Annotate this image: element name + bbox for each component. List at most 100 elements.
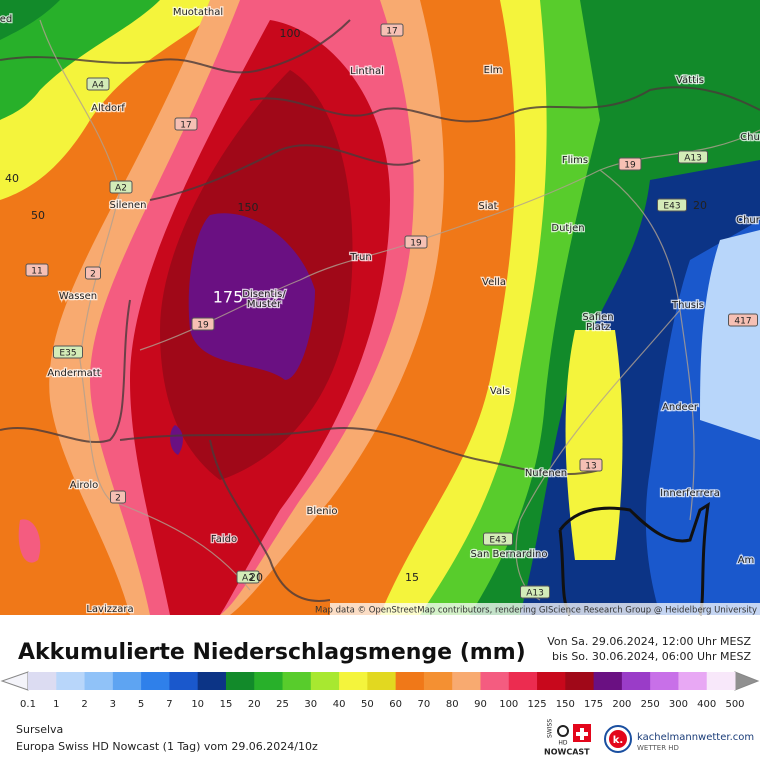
colorbar-label: 10 — [191, 699, 204, 710]
colorbar-label: 250 — [641, 699, 660, 710]
attribution: Map data © OpenStreetMap contributors, r… — [315, 606, 757, 616]
place-label: Blenio — [306, 506, 337, 517]
place-label: Vals — [490, 386, 510, 397]
colorbar-label: 300 — [669, 699, 688, 710]
colorbar-arrow-left — [0, 671, 29, 691]
place-label: Airolo — [70, 480, 99, 491]
place-label: Andeer — [662, 402, 699, 413]
place-label: ed — [0, 14, 12, 25]
logo-text: k. — [613, 735, 623, 746]
place-label: Andermatt — [47, 368, 100, 379]
colorbar-swatch — [56, 672, 86, 690]
attribution-bg — [330, 603, 760, 615]
colorbar-swatch — [395, 672, 425, 690]
colorbar-label: 80 — [446, 699, 459, 710]
place-label: Vella — [482, 277, 506, 288]
colorbar-swatch — [141, 672, 170, 690]
place-label: Trun — [349, 252, 371, 263]
contour-label: 20 — [693, 199, 707, 212]
road-shield — [85, 266, 101, 280]
logo-text: WETTER HD — [637, 744, 679, 752]
contour-label: 50 — [31, 209, 45, 222]
colorbar-swatch — [169, 672, 199, 690]
road-label: A13 — [526, 589, 544, 599]
contour-label: 175 — [213, 288, 244, 307]
contour-label: 20 — [249, 571, 263, 584]
road-shield — [109, 180, 133, 194]
place-label: Am — [738, 555, 755, 566]
place-label: Chur — [736, 215, 760, 226]
colorbar-swatch — [282, 672, 312, 690]
road-shield — [53, 345, 83, 359]
road-shield — [236, 570, 260, 584]
place-label: Thusis — [671, 300, 704, 311]
road-shield — [25, 263, 49, 277]
road-label: E35 — [59, 349, 76, 359]
road-shield — [174, 117, 198, 131]
colorbar-label: 100 — [499, 699, 518, 710]
colorbar-label: 5 — [138, 699, 144, 710]
road-label: A2 — [242, 574, 254, 584]
colorbar-label: 70 — [418, 699, 431, 710]
place-label: Elm — [484, 65, 503, 76]
contour-label: 100 — [280, 27, 301, 40]
colorbar-swatch — [423, 672, 453, 690]
place-label: Platz — [586, 322, 610, 333]
place-label: Safien — [582, 312, 613, 323]
road-shield — [380, 23, 404, 37]
colorbar-label: 40 — [333, 699, 346, 710]
place-label: Disentis/ — [242, 289, 286, 300]
place-label: Linthal — [350, 66, 384, 77]
place-label: Vättis — [676, 75, 704, 86]
colorbar: 0.1 1 2 3 5 7 10 15 20 25 30 40 50 60 70 80 90 100 125 150 1… — [0, 671, 760, 710]
place-label: Siat — [478, 201, 497, 212]
period-to: bis So. 30.06.2024, 06:00 Uhr MESZ — [552, 650, 751, 663]
road-label: 2 — [115, 494, 121, 504]
colorbar-label: 15 — [220, 699, 233, 710]
road-label: 13 — [585, 462, 596, 472]
colorbar-swatch — [254, 672, 284, 690]
place-label: Faido — [211, 534, 237, 545]
colorbar-swatch — [84, 672, 114, 690]
colorbar-swatch — [537, 672, 566, 690]
place-label: Lavizzara — [86, 604, 133, 615]
road-shield — [618, 157, 642, 171]
colorbar-swatch — [621, 672, 651, 690]
logo-text: SWISS — [547, 719, 554, 738]
colorbar-swatch — [678, 672, 708, 690]
place-label: Silenen — [110, 200, 147, 211]
road-label: 17 — [180, 121, 191, 131]
road-shield — [678, 150, 708, 164]
logo-text: kachelmannwetter.com — [637, 732, 754, 743]
colorbar-label: 25 — [276, 699, 289, 710]
road-label: 19 — [197, 321, 209, 331]
colorbar-label: 400 — [697, 699, 716, 710]
colorbar-swatch — [225, 672, 255, 690]
colorbar-arrow-right — [734, 671, 760, 691]
colorbar-label: 60 — [389, 699, 402, 710]
model-run: Europa Swiss HD Nowcast (1 Tag) vom 29.0… — [16, 740, 318, 753]
road-shield — [728, 313, 758, 327]
colorbar-swatch — [28, 672, 57, 690]
road-label: 19 — [410, 239, 422, 249]
road-label: E43 — [489, 536, 506, 546]
colorbar-label: 1 — [53, 699, 59, 710]
place-label: Mustér — [247, 298, 282, 310]
place-label: Wassen — [59, 291, 97, 302]
place-label: Altdorf — [91, 103, 125, 114]
contour-label: 40 — [5, 172, 19, 185]
colorbar-swatch — [112, 672, 142, 690]
road-label: 11 — [31, 267, 42, 277]
colorbar-label: 125 — [527, 699, 546, 710]
road-label: E43 — [663, 202, 680, 212]
colorbar-swatch — [452, 672, 481, 690]
colorbar-label: 30 — [304, 699, 317, 710]
kachelmann-logo: k. kachelmannwetter.com WETTER HD — [604, 725, 754, 753]
colorbar-swatch — [367, 672, 397, 690]
colorbar-label: 50 — [361, 699, 374, 710]
colorbar-swatch — [339, 672, 368, 690]
road-shield — [110, 490, 126, 504]
road-label: A2 — [115, 184, 127, 194]
